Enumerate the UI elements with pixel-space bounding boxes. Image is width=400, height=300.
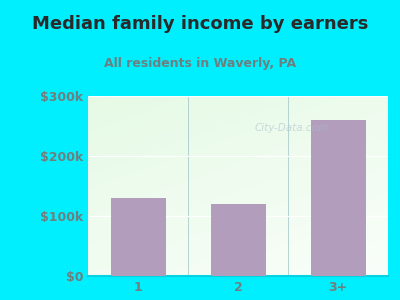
Bar <box>210 204 266 276</box>
Bar <box>310 120 366 276</box>
Text: City-Data.com: City-Data.com <box>255 123 329 134</box>
Text: All residents in Waverly, PA: All residents in Waverly, PA <box>104 57 296 70</box>
Bar <box>110 198 166 276</box>
Text: Median family income by earners: Median family income by earners <box>32 15 368 33</box>
